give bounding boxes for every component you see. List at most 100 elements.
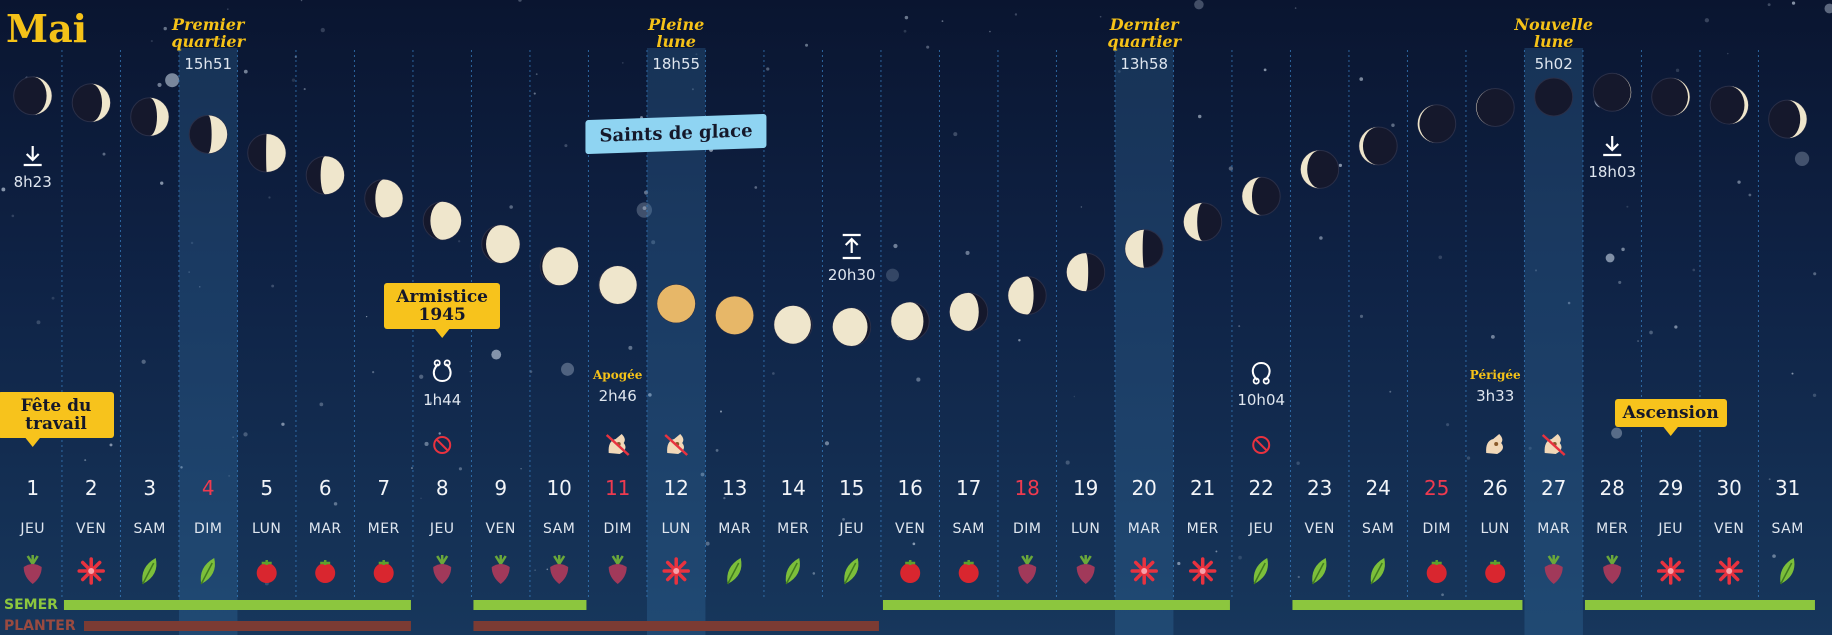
moon (1184, 203, 1222, 241)
star (110, 443, 113, 446)
moon-lit (1067, 253, 1088, 291)
star (1295, 7, 1297, 9)
lunistice-time: 20h30 (828, 266, 876, 284)
moon-lit (774, 306, 811, 344)
weekday: MER (1596, 521, 1628, 537)
star (1824, 4, 1832, 14)
icon-root (1603, 564, 1621, 584)
moon (657, 285, 695, 323)
star (1649, 331, 1653, 335)
apsis-label: Périgée (1470, 368, 1521, 382)
day-number: 1 (26, 476, 39, 500)
day-number: 31 (1775, 476, 1800, 500)
weekday: SAM (953, 521, 985, 537)
apsis-time: 2h46 (599, 387, 637, 405)
moon-lit (599, 266, 636, 304)
icon-fruit-stem (262, 560, 272, 565)
star (1606, 254, 1615, 263)
icon-flower-heart (1200, 568, 1206, 574)
moon-dark (1535, 78, 1573, 116)
star (1015, 13, 1017, 15)
star (766, 67, 769, 70)
phase-time: 18h55 (652, 55, 700, 73)
day-number: 7 (377, 476, 390, 500)
moon-lit (375, 180, 402, 218)
star (1772, 554, 1776, 558)
star (1637, 340, 1639, 342)
moon (1301, 150, 1339, 188)
star (886, 269, 899, 282)
weekday: DIM (603, 521, 632, 537)
star (1674, 325, 1677, 328)
icon-root (24, 564, 42, 584)
star (1626, 206, 1628, 208)
sow-bar (883, 600, 1230, 610)
node-dot (1264, 378, 1269, 383)
star (142, 360, 146, 364)
star (268, 196, 270, 198)
sow-bar (64, 600, 411, 610)
star (1692, 269, 1695, 272)
star (301, 0, 302, 1)
node-dot (1254, 378, 1259, 383)
star (1018, 339, 1020, 341)
holiday-label: Armistice 1945 (384, 283, 500, 329)
star (420, 498, 421, 499)
lunistice-time: 18h03 (1588, 163, 1636, 181)
phase-label: Dernier quartier (1104, 16, 1184, 50)
moon-lit (430, 202, 461, 240)
icon-flower-heart (1141, 568, 1147, 574)
star (1238, 325, 1240, 327)
moon (1476, 88, 1514, 126)
moon (833, 308, 871, 346)
star (12, 215, 15, 218)
star (916, 378, 920, 382)
moon (599, 266, 637, 304)
calendar-page: Mai Premier quartier15h51Pleine lune18h5… (0, 0, 1832, 635)
star (1611, 428, 1622, 439)
weekday: DIM (1422, 521, 1451, 537)
plant-bar (473, 621, 879, 631)
moon (540, 247, 578, 285)
day-number: 9 (494, 476, 507, 500)
moon (1067, 253, 1105, 291)
star (720, 411, 722, 413)
star (160, 181, 163, 184)
star (1264, 68, 1267, 71)
star (1194, 0, 1203, 9)
node-dot (435, 360, 440, 365)
star (321, 28, 325, 32)
icon-fruit-stem (905, 560, 915, 565)
star (165, 73, 179, 87)
star (825, 441, 829, 445)
star (1446, 423, 1449, 426)
day-number: 2 (85, 476, 98, 500)
phase-column (1115, 48, 1174, 635)
weekday: JEU (839, 521, 864, 537)
star (419, 375, 423, 379)
day-number: 19 (1073, 476, 1098, 500)
weekday: MER (368, 521, 400, 537)
phase-label: Premier quartier (168, 16, 248, 50)
star (366, 316, 367, 317)
day-number: 29 (1658, 476, 1683, 500)
node-symbol (434, 364, 451, 381)
day-number: 12 (663, 476, 688, 500)
day-number: 8 (436, 476, 449, 500)
star (243, 432, 247, 436)
star (1491, 335, 1495, 339)
node-time: 10h04 (1237, 391, 1285, 409)
star (805, 44, 808, 47)
star (1769, 478, 1771, 480)
weekday: LUN (662, 521, 691, 537)
weekday: DIM (1013, 521, 1042, 537)
day-number: 16 (897, 476, 922, 500)
apsis-label: Apogée (593, 368, 642, 382)
icon-leaves (1022, 555, 1032, 564)
star (459, 467, 462, 470)
moon-lit (716, 296, 754, 334)
star (564, 144, 567, 147)
star (1177, 562, 1180, 565)
star (1813, 272, 1816, 275)
day-number: 26 (1482, 476, 1507, 500)
